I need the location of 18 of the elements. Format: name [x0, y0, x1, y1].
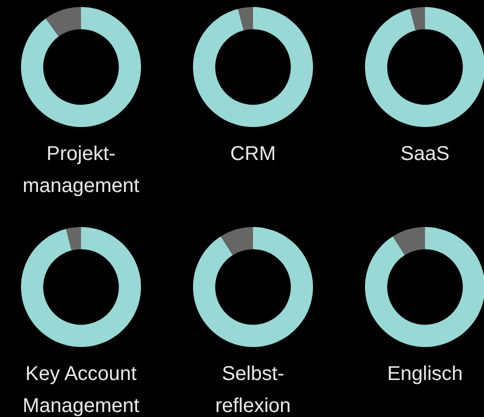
donut-slice	[193, 227, 313, 347]
text: Englisch	[387, 363, 463, 385]
donut-slice	[66, 227, 81, 250]
donut-slice	[238, 7, 253, 30]
text: Key Account Management	[22, 363, 140, 417]
text: CRM	[230, 143, 276, 165]
text: Selbst-reflexion	[215, 363, 291, 417]
donut-slice	[410, 7, 425, 30]
donut-slice	[46, 7, 81, 36]
text: SaaS	[400, 143, 450, 165]
donut-slice	[220, 227, 253, 256]
donut-slice	[365, 227, 484, 347]
text: Projekt-management	[22, 143, 140, 197]
donut-slice	[21, 7, 141, 127]
donut-slice	[392, 227, 425, 256]
donut-slice	[21, 227, 141, 347]
donut-slice	[365, 7, 484, 127]
donut-slice	[193, 7, 313, 127]
